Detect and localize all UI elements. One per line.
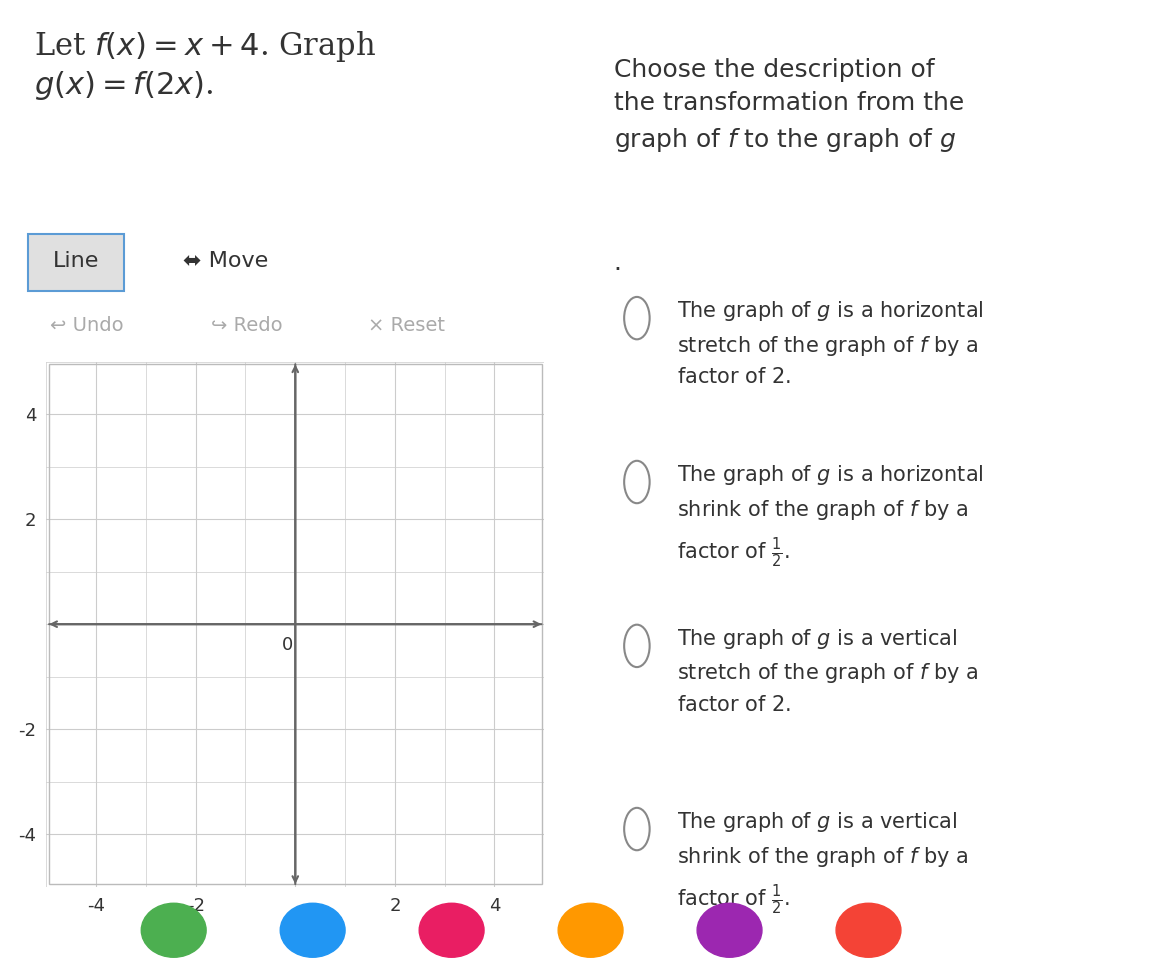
Text: ⬌ Move: ⬌ Move (183, 251, 269, 271)
Bar (29, 234, 124, 291)
Text: Choose the description of
the transformation from the
graph of $f$ to the graph : Choose the description of the transforma… (614, 58, 963, 154)
Text: .: . (614, 251, 622, 275)
Text: × Reset: × Reset (368, 316, 445, 335)
Text: The graph of $g$ is a horizontal
stretch of the graph of $f$ by a
factor of $2$.: The graph of $g$ is a horizontal stretch… (677, 299, 984, 388)
Text: The graph of $g$ is a vertical
stretch of the graph of $f$ by a
factor of $2$.: The graph of $g$ is a vertical stretch o… (677, 627, 979, 715)
Text: Line: Line (53, 251, 100, 271)
Text: ↪ Redo: ↪ Redo (211, 316, 283, 335)
Text: 0: 0 (283, 635, 293, 654)
Text: The graph of $g$ is a horizontal
shrink of the graph of $f$ by a
factor of $\fra: The graph of $g$ is a horizontal shrink … (677, 463, 984, 570)
Text: Let $f(x) = x + 4$. Graph
$g(x) = f(2x)$.: Let $f(x) = x + 4$. Graph $g(x) = f(2x)$… (35, 29, 376, 102)
Text: ↩ Undo: ↩ Undo (50, 316, 124, 335)
Text: The graph of $g$ is a vertical
shrink of the graph of $f$ by a
factor of $\frac{: The graph of $g$ is a vertical shrink of… (677, 810, 969, 917)
